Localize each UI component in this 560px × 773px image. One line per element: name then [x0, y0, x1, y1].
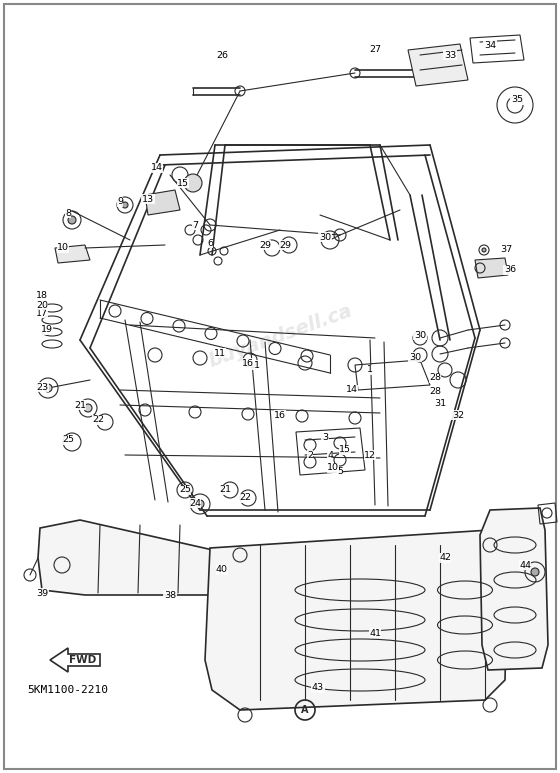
Text: 16: 16 — [274, 410, 286, 420]
Text: 24: 24 — [189, 499, 201, 508]
Text: 30: 30 — [319, 233, 331, 241]
Text: 23: 23 — [36, 383, 48, 391]
Circle shape — [122, 202, 128, 208]
Text: 33: 33 — [444, 50, 456, 60]
Text: 37: 37 — [500, 246, 512, 254]
Text: 44: 44 — [519, 560, 531, 570]
Text: 25: 25 — [179, 485, 191, 495]
Text: 19: 19 — [41, 325, 53, 335]
Text: 8: 8 — [65, 209, 71, 217]
Text: 5: 5 — [337, 468, 343, 476]
Circle shape — [531, 568, 539, 576]
Text: 10: 10 — [57, 243, 69, 253]
Text: 22: 22 — [239, 493, 251, 502]
Polygon shape — [408, 44, 468, 86]
Text: 20: 20 — [36, 301, 48, 309]
Text: 35: 35 — [511, 96, 523, 104]
Circle shape — [482, 248, 486, 252]
Text: 14: 14 — [346, 386, 358, 394]
Text: 36: 36 — [504, 265, 516, 274]
Text: 28: 28 — [429, 387, 441, 397]
Text: 7: 7 — [192, 220, 198, 230]
Text: 16: 16 — [242, 359, 254, 367]
Text: 22: 22 — [92, 416, 104, 424]
Polygon shape — [55, 245, 90, 263]
Text: 27: 27 — [369, 46, 381, 55]
Text: 21: 21 — [74, 400, 86, 410]
Text: 41: 41 — [369, 628, 381, 638]
Text: 10: 10 — [327, 464, 339, 472]
Text: 29: 29 — [279, 240, 291, 250]
Text: 26: 26 — [216, 50, 228, 60]
Text: 12: 12 — [364, 451, 376, 459]
Polygon shape — [205, 530, 508, 710]
Text: buyandsell.ca: buyandsell.ca — [206, 301, 354, 371]
Text: 43: 43 — [312, 683, 324, 693]
Text: A: A — [301, 705, 309, 715]
Text: 30: 30 — [409, 352, 421, 362]
Polygon shape — [480, 508, 548, 670]
Text: 39: 39 — [36, 588, 48, 598]
Text: 34: 34 — [484, 40, 496, 49]
Polygon shape — [475, 258, 508, 278]
Polygon shape — [145, 190, 180, 215]
Text: 28: 28 — [429, 373, 441, 383]
Text: 40: 40 — [216, 566, 228, 574]
Circle shape — [184, 174, 202, 192]
Polygon shape — [38, 520, 242, 595]
Text: 15: 15 — [339, 445, 351, 455]
Text: 30: 30 — [414, 331, 426, 339]
Text: 4: 4 — [327, 451, 333, 459]
Circle shape — [44, 384, 52, 392]
Text: 13: 13 — [142, 195, 154, 203]
Text: 11: 11 — [214, 349, 226, 357]
Text: 18: 18 — [36, 291, 48, 299]
Text: 38: 38 — [164, 591, 176, 600]
Text: 1: 1 — [367, 366, 373, 374]
Text: 11: 11 — [249, 360, 261, 369]
Text: 6: 6 — [207, 239, 213, 247]
Circle shape — [68, 216, 76, 224]
Circle shape — [196, 500, 204, 508]
Text: 15: 15 — [177, 179, 189, 188]
Text: FWD: FWD — [69, 655, 97, 665]
Text: 21: 21 — [219, 485, 231, 495]
Text: 42: 42 — [439, 553, 451, 563]
Text: 31: 31 — [434, 399, 446, 407]
Text: 2: 2 — [307, 451, 313, 459]
Text: 14: 14 — [151, 164, 163, 172]
Text: 17: 17 — [36, 308, 48, 318]
Text: 3: 3 — [322, 433, 328, 441]
Text: 9: 9 — [117, 197, 123, 206]
Circle shape — [84, 404, 92, 412]
Text: 25: 25 — [62, 435, 74, 444]
Text: 29: 29 — [259, 240, 271, 250]
Text: 32: 32 — [452, 410, 464, 420]
Text: 5KM1100-2210: 5KM1100-2210 — [27, 685, 109, 695]
